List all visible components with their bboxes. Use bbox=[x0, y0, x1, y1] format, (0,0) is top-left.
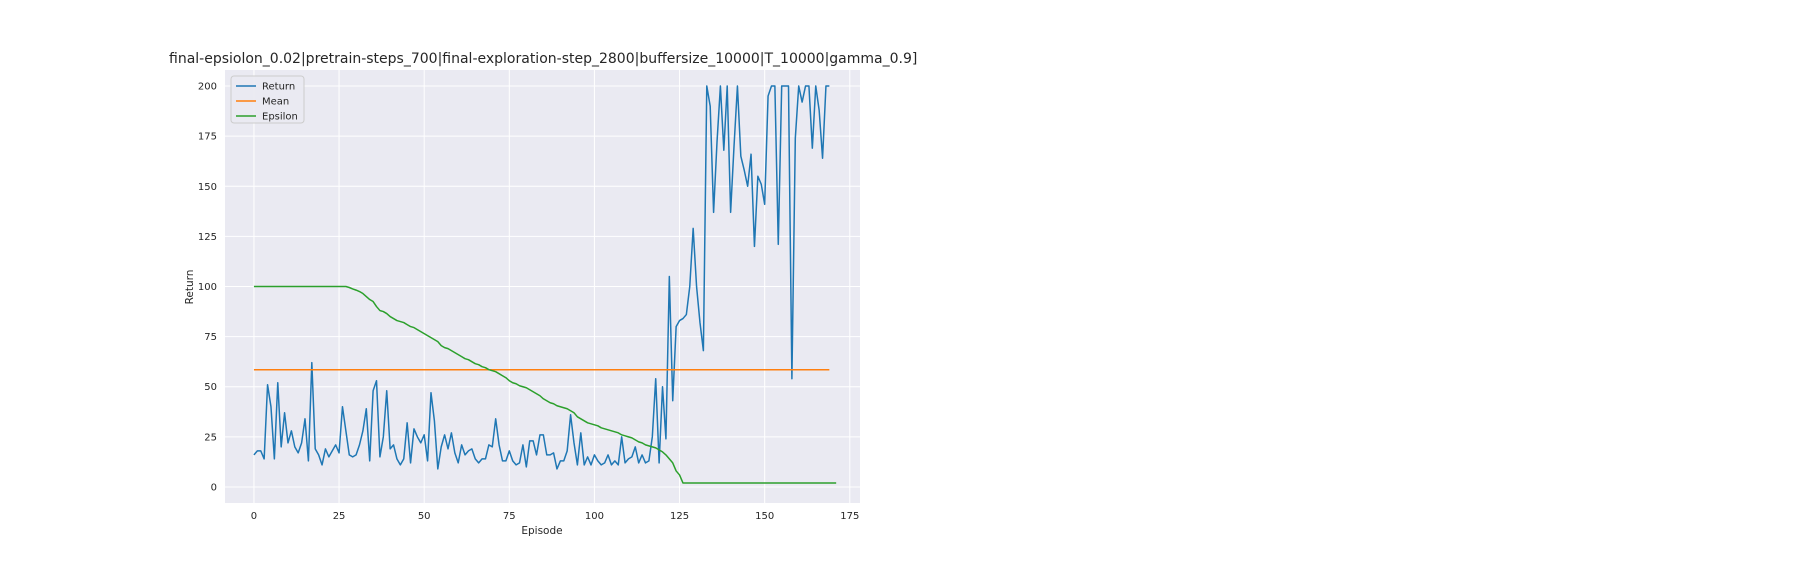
y-tick-label: 200 bbox=[198, 82, 217, 93]
legend: Return Mean Epsilon bbox=[230, 75, 305, 124]
legend-box bbox=[230, 75, 305, 124]
series-line-return bbox=[253, 85, 830, 470]
x-tick-labels: 0 25 50 75 100 125 150 175 bbox=[251, 511, 860, 522]
y-tick-label: 125 bbox=[198, 232, 217, 243]
legend-label-mean: Mean bbox=[262, 97, 289, 108]
chart-title: final-epsiolon_0.02|pretrain-steps_700|f… bbox=[169, 51, 917, 67]
x-axis-label: Episode bbox=[521, 525, 562, 537]
y-tick-label: 0 bbox=[211, 482, 217, 493]
x-tick-label: 50 bbox=[418, 511, 431, 522]
y-tick-labels: 0 25 50 75 100 125 150 175 200 bbox=[198, 82, 217, 494]
legend-label-return: Return bbox=[262, 82, 295, 93]
x-tick-label: 100 bbox=[585, 511, 604, 522]
x-tick-label: 0 bbox=[251, 511, 257, 522]
y-tick-label: 50 bbox=[204, 382, 217, 393]
y-tick-label: 100 bbox=[198, 282, 217, 293]
y-tick-label: 25 bbox=[204, 432, 217, 443]
legend-label-epsilon: Epsilon bbox=[262, 112, 298, 123]
y-tick-label: 150 bbox=[198, 182, 217, 193]
x-tick-label: 75 bbox=[503, 511, 516, 522]
y-tick-label: 75 bbox=[204, 332, 217, 343]
x-tick-label: 175 bbox=[840, 511, 859, 522]
series-line-epsilon bbox=[253, 285, 837, 484]
y-tick-label: 175 bbox=[198, 132, 217, 143]
x-tick-label: 150 bbox=[755, 511, 774, 522]
series-layer bbox=[253, 85, 837, 484]
y-axis-label: Return bbox=[184, 270, 196, 305]
x-tick-label: 25 bbox=[333, 511, 346, 522]
gridlines bbox=[225, 70, 860, 503]
x-tick-label: 125 bbox=[670, 511, 689, 522]
